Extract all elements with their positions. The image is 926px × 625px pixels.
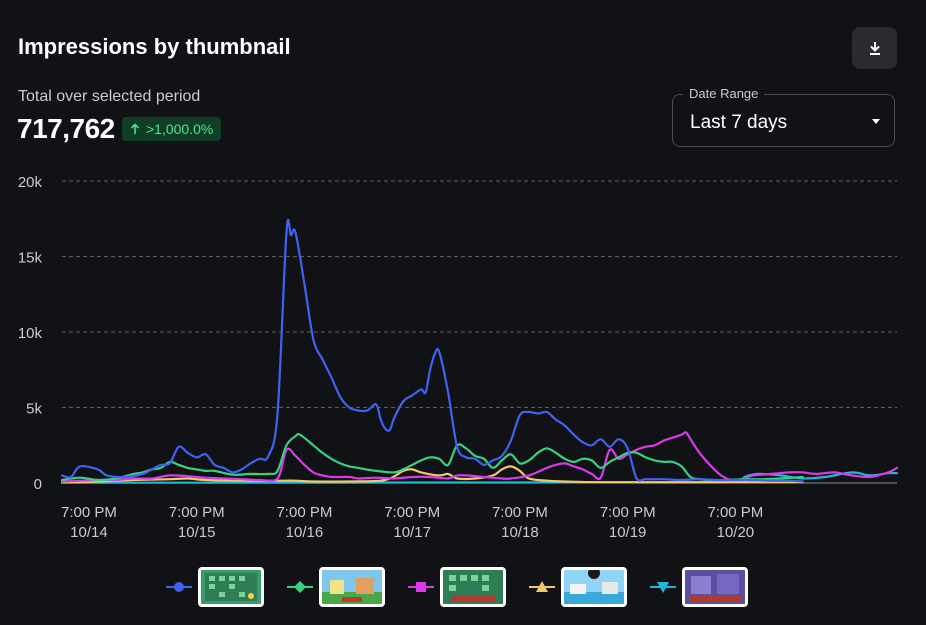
legend-marker-square — [408, 582, 434, 592]
x-tick-label: 7:00 PM — [169, 504, 225, 521]
x-tick-label: 7:00 PM — [707, 504, 763, 521]
legend-item-1[interactable] — [166, 567, 264, 607]
impressions-chart: 0 5k 10k 15k 20k 7:00 PM 10/14 7:00 PM 10/15 7:00… — [18, 174, 899, 541]
total-value: 717,762 — [17, 113, 115, 144]
legend-marker-triangle-down — [650, 582, 676, 593]
legend-item-5[interactable] — [650, 567, 748, 607]
x-tick-label: 7:00 PM — [61, 504, 117, 521]
x-tick-label: 10/14 — [70, 524, 108, 541]
thumbnail-1 — [198, 567, 264, 607]
y-tick-label: 10k — [18, 325, 43, 342]
legend-marker-triangle — [529, 581, 555, 592]
y-tick-label: 0 — [34, 476, 42, 493]
chart-title: Impressions by thumbnail — [18, 34, 291, 59]
download-button[interactable] — [852, 27, 897, 69]
series-line-5 — [60, 471, 899, 484]
legend-marker-diamond — [287, 581, 313, 593]
y-tick-label: 5k — [26, 401, 42, 418]
date-range-label: Date Range — [683, 86, 765, 101]
series-line-1 — [60, 218, 804, 483]
thumbnail-2 — [319, 567, 385, 607]
x-tick-label: 10/17 — [393, 524, 431, 541]
date-range-select[interactable]: Date Range Last 7 days — [672, 86, 895, 147]
x-tick-label: 7:00 PM — [600, 504, 656, 521]
total-label: Total over selected period — [18, 88, 201, 105]
change-value: >1,000.0% — [146, 121, 214, 137]
change-badge: >1,000.0% — [122, 117, 222, 141]
x-tick-label: 7:00 PM — [276, 504, 332, 521]
x-tick-label: 10/20 — [717, 524, 755, 541]
y-tick-label: 15k — [18, 250, 43, 267]
thumbnail-4 — [561, 567, 627, 607]
thumbnail-5 — [682, 567, 748, 607]
legend-item-4[interactable] — [529, 567, 627, 607]
legend-marker-circle — [166, 582, 192, 592]
series-line-4 — [60, 465, 804, 484]
series-line-2 — [60, 432, 804, 482]
download-icon — [869, 42, 880, 55]
caret-down-icon — [872, 119, 880, 124]
x-tick-label: 7:00 PM — [492, 504, 548, 521]
arrow-up-icon — [130, 123, 140, 134]
x-tick-label: 10/19 — [609, 524, 647, 541]
x-tick-label: 10/15 — [178, 524, 216, 541]
date-range-value: Last 7 days — [690, 112, 788, 133]
x-tick-label: 7:00 PM — [384, 504, 440, 521]
x-tick-label: 10/16 — [286, 524, 324, 541]
legend-item-2[interactable] — [287, 567, 385, 607]
legend-item-3[interactable] — [408, 567, 506, 607]
y-tick-label: 20k — [18, 174, 43, 191]
thumbnail-3 — [440, 567, 506, 607]
x-tick-label: 10/18 — [501, 524, 539, 541]
